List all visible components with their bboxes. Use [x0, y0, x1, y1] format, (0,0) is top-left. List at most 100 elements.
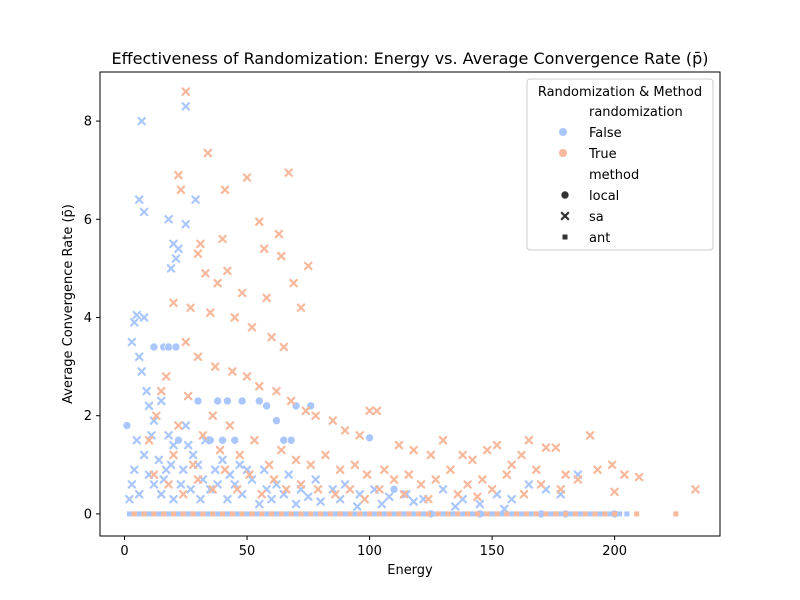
- data-point: [499, 511, 505, 517]
- data-point: [169, 440, 178, 450]
- data-point: [592, 511, 598, 517]
- data-point: [533, 511, 539, 517]
- data-point: [220, 185, 230, 195]
- data-point: [151, 511, 157, 517]
- data-marks: [122, 87, 700, 519]
- data-point: [340, 426, 350, 435]
- data-point: [277, 445, 286, 455]
- data-point: [200, 511, 206, 517]
- data-point: [561, 470, 570, 479]
- data-point: [308, 511, 314, 517]
- data-point: [296, 303, 306, 312]
- data-point: [430, 511, 436, 517]
- data-point: [181, 219, 191, 229]
- data-point: [563, 511, 569, 517]
- series-true-ant: [131, 511, 679, 517]
- data-point: [174, 244, 183, 254]
- data-point: [220, 511, 226, 517]
- data-point: [188, 460, 198, 470]
- data-point: [445, 511, 451, 517]
- data-point: [193, 352, 203, 362]
- data-point: [181, 421, 191, 430]
- data-point: [156, 386, 166, 396]
- data-point: [141, 511, 147, 517]
- x-tick-label: 100: [357, 544, 382, 559]
- data-point: [259, 244, 269, 254]
- data-point: [176, 185, 186, 195]
- data-point: [691, 485, 700, 494]
- data-point: [278, 511, 284, 517]
- data-point: [127, 480, 137, 489]
- data-point: [612, 511, 618, 517]
- data-point: [330, 489, 340, 499]
- data-point: [215, 511, 221, 517]
- data-point: [139, 313, 149, 322]
- data-point: [311, 475, 320, 484]
- data-point: [156, 396, 166, 406]
- data-point: [122, 421, 132, 430]
- data-point: [272, 480, 281, 489]
- data-point: [477, 475, 487, 484]
- data-point: [131, 511, 137, 517]
- data-point: [376, 511, 382, 517]
- x-tick-label: 0: [120, 544, 128, 559]
- x-axis: 0 50 100 150 200: [120, 536, 627, 559]
- legend-marker-sa: [560, 211, 570, 221]
- data-point: [239, 511, 245, 517]
- data-point: [273, 511, 279, 517]
- data-point: [451, 502, 460, 511]
- data-point: [585, 431, 595, 440]
- data-point: [213, 396, 222, 406]
- data-point: [235, 460, 244, 470]
- data-point: [304, 492, 313, 502]
- data-point: [572, 511, 578, 517]
- data-point: [164, 215, 173, 224]
- legend-style-title: method: [589, 168, 639, 183]
- data-point: [558, 511, 564, 517]
- data-point: [523, 511, 529, 517]
- data-point: [514, 511, 520, 517]
- data-point: [152, 411, 161, 421]
- data-point: [384, 492, 394, 502]
- x-tick-label: 150: [480, 544, 505, 559]
- data-point: [279, 342, 289, 352]
- data-point: [396, 511, 402, 517]
- data-point: [420, 511, 426, 517]
- data-point: [468, 455, 477, 465]
- data-point: [620, 470, 629, 479]
- data-point: [181, 337, 191, 347]
- data-point: [210, 511, 216, 517]
- data-point: [624, 511, 630, 517]
- data-point: [244, 511, 250, 517]
- data-point: [342, 511, 348, 517]
- data-point: [149, 480, 159, 489]
- data-point: [146, 511, 152, 517]
- data-point: [303, 511, 309, 517]
- data-point: [502, 470, 512, 479]
- data-point: [446, 465, 455, 475]
- data-point: [205, 485, 215, 494]
- data-point: [524, 480, 534, 489]
- data-point: [634, 511, 640, 517]
- data-point: [409, 445, 418, 455]
- data-point: [286, 435, 296, 445]
- series-false-sa: [125, 102, 583, 514]
- data-point: [180, 511, 186, 517]
- data-point: [610, 487, 619, 497]
- legend-label-ant: ant: [589, 231, 610, 246]
- data-point: [254, 499, 264, 509]
- data-point: [475, 499, 485, 509]
- data-point: [517, 450, 526, 460]
- data-point: [482, 445, 492, 455]
- data-point: [254, 396, 264, 406]
- data-point: [536, 480, 546, 489]
- data-point: [322, 511, 328, 517]
- data-point: [134, 489, 144, 499]
- data-point: [174, 421, 183, 430]
- data-point: [489, 511, 495, 517]
- data-point: [137, 367, 146, 376]
- y-tick-label: 8: [84, 115, 92, 130]
- data-point: [149, 416, 159, 425]
- data-point: [183, 391, 193, 401]
